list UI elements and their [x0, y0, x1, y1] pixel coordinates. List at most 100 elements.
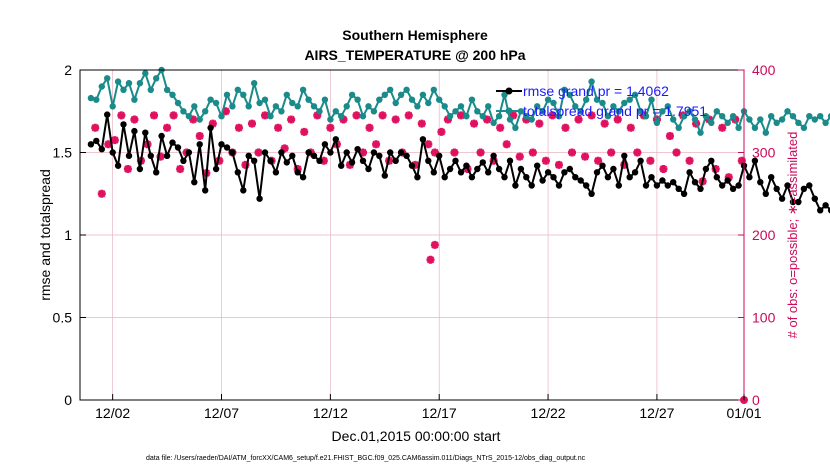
- totalspread-line-point: [512, 124, 519, 131]
- obs-marker-d2: [424, 140, 433, 148]
- x-tick-label: 12/22: [531, 405, 566, 421]
- obs-marker-d2: [659, 165, 668, 173]
- obs-marker-d2: [516, 152, 524, 161]
- rmse-line-point: [784, 182, 791, 189]
- rmse-line-point: [800, 185, 808, 192]
- obs-marker-d2: [555, 161, 563, 169]
- obs-assimilated-marker: [581, 152, 590, 161]
- obs-assimilated-marker: [450, 148, 459, 157]
- rmse-line-point: [446, 165, 454, 173]
- legend-label-totalspread: totalspread grand pr = 1.7951: [523, 103, 707, 119]
- totalspread-line-point: [773, 119, 780, 127]
- rmse-line-point: [680, 190, 688, 197]
- rmse-line-point: [169, 139, 176, 146]
- rmse-line-point: [506, 157, 514, 164]
- rmse-line-point: [234, 169, 241, 176]
- totalspread-line-point: [289, 99, 296, 107]
- obs-assimilated-marker: [195, 132, 204, 140]
- obs-marker-d2: [91, 124, 99, 132]
- totalspread-line-point: [457, 103, 465, 110]
- rmse-line-point: [397, 149, 405, 156]
- rmse-line-point: [626, 174, 633, 181]
- totalspread-line-point: [615, 108, 622, 115]
- totalspread-line-point: [577, 108, 584, 115]
- obs-assimilated-marker: [426, 255, 435, 264]
- totalspread-line-point: [191, 103, 198, 110]
- x-tick-label: 01/01: [726, 405, 761, 421]
- rmse-line-point: [495, 165, 503, 173]
- totalspread-line-point: [180, 108, 187, 115]
- obs-assimilated-marker: [300, 127, 309, 136]
- totalspread-line-point: [327, 116, 334, 123]
- totalspread-line-point: [675, 124, 682, 131]
- rmse-line-point: [174, 144, 182, 151]
- totalspread-line-point: [185, 113, 193, 120]
- obs-marker-d2: [483, 115, 491, 124]
- rmse-line-point: [158, 132, 165, 140]
- obs-marker-d2: [437, 128, 446, 136]
- x-tick-label: 12/27: [639, 405, 674, 421]
- totalspread-line-point: [441, 103, 448, 110]
- totalspread-line-point: [397, 91, 405, 99]
- rmse-line-point: [408, 162, 416, 169]
- totalspread-line-point: [283, 91, 290, 99]
- x-tick-label: 12/17: [422, 405, 457, 421]
- rmse-line-point: [490, 152, 497, 159]
- obs-assimilated-marker: [150, 111, 159, 120]
- rmse-line-point: [457, 169, 465, 176]
- totalspread-line-point: [751, 124, 759, 131]
- totalspread-line-point: [659, 108, 666, 115]
- totalspread-line-point: [534, 103, 541, 110]
- y-axis-label-right: # of obs: o=possible; ∗=assimilated: [785, 132, 800, 339]
- rmse-line-point: [104, 111, 111, 118]
- rmse-line-point: [316, 157, 323, 164]
- rmse-line-point: [637, 157, 644, 164]
- obs-marker-d2: [718, 124, 726, 132]
- obs-assimilated-marker: [274, 123, 283, 132]
- rmse-line-point: [512, 182, 519, 189]
- obs-assimilated-marker: [561, 123, 570, 132]
- obs-marker-d2: [574, 115, 583, 124]
- obs-assimilated-marker: [646, 156, 655, 165]
- rmse-line-point: [631, 169, 639, 176]
- obs-marker-d2: [431, 241, 439, 249]
- totalspread-line-point: [305, 96, 312, 103]
- rmse-line-point: [523, 174, 530, 181]
- rmse-line-point: [468, 174, 476, 181]
- rmse-line-point: [93, 137, 100, 145]
- totalspread-line-point: [539, 108, 546, 115]
- rmse-line-point: [256, 195, 263, 202]
- rmse-line-point: [425, 157, 432, 164]
- obs-assimilated-marker: [496, 123, 505, 132]
- totalspread-line-point: [806, 113, 813, 120]
- obs-assimilated-marker: [91, 123, 100, 132]
- obs-assimilated-marker: [110, 136, 119, 145]
- rmse-line-point: [817, 207, 824, 214]
- rmse-line-point: [572, 174, 579, 181]
- rmse-line-point: [212, 165, 220, 173]
- obs-assimilated-marker: [365, 123, 374, 132]
- rmse-line-point: [370, 149, 378, 156]
- rmse-line-point: [729, 185, 737, 192]
- totalspread-line-point: [746, 116, 753, 123]
- obs-assimilated-marker: [554, 160, 563, 169]
- obs-marker-d2: [426, 256, 435, 264]
- obs-marker-d2: [98, 190, 106, 198]
- obs-marker-d2: [352, 111, 361, 120]
- obs-assimilated-marker: [176, 165, 185, 173]
- rmse-line-point: [544, 169, 552, 176]
- x-tick-label: 12/02: [95, 405, 130, 421]
- rmse-line-point: [702, 165, 710, 173]
- rmse-line-point: [588, 190, 595, 197]
- rmse-line-point: [283, 159, 290, 166]
- rmse-line-point: [202, 187, 209, 194]
- totalspread-line-point: [822, 119, 829, 127]
- rmse-line-point: [142, 129, 149, 136]
- totalspread-line-point: [430, 86, 437, 94]
- totalspread-line-point: [359, 113, 367, 120]
- y2-tick-label: 200: [752, 227, 776, 243]
- totalspread-line-point: [768, 113, 775, 120]
- rmse-line-point: [153, 169, 160, 176]
- totalspread-line-point: [93, 96, 100, 103]
- obs-marker-d2: [326, 124, 335, 132]
